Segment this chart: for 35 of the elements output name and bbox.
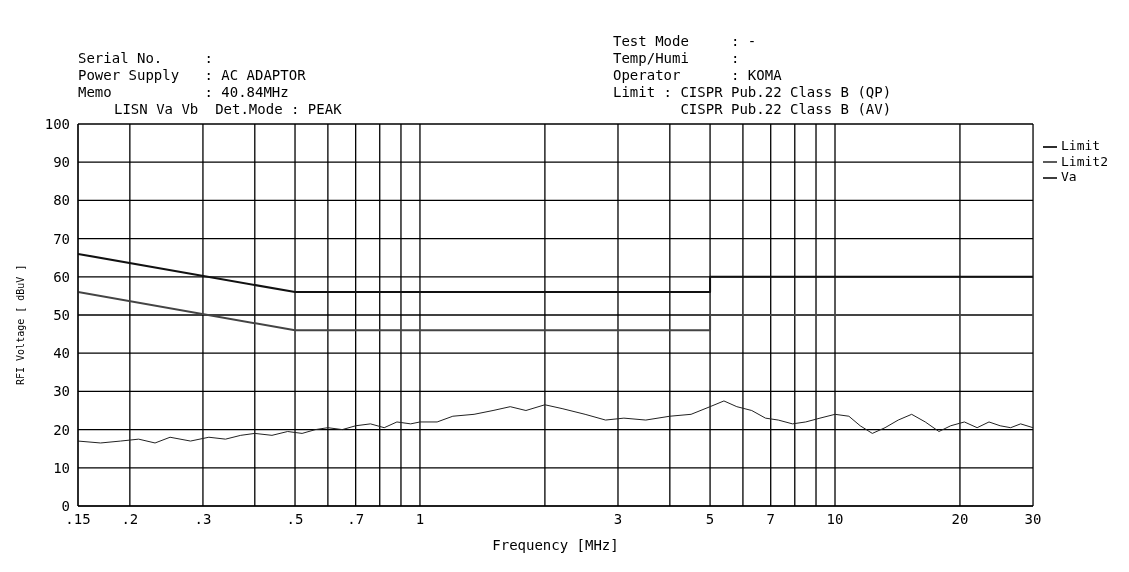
legend-label: Limit2 <box>1061 153 1108 169</box>
y-tick-label: 20 <box>53 421 70 438</box>
x-tick-label: 7 <box>766 510 775 527</box>
x-tick-label: 1 <box>415 510 425 527</box>
text: Limit : CISPR Pub.22 Class B (QP) <box>613 84 892 101</box>
y-tick-label: 70 <box>53 230 70 247</box>
y-tick-label: 80 <box>53 192 70 209</box>
y-tick-label: 60 <box>53 268 70 285</box>
y-tick-label: 40 <box>53 345 70 362</box>
y-axis-title: RFI Voltage [ dBuV ] <box>14 264 26 385</box>
x-tick-label: 10 <box>826 510 844 527</box>
text: Power Supply : AC ADAPTOR <box>78 67 306 84</box>
y-tick-label: 100 <box>44 115 70 132</box>
x-tick-label: 3 <box>613 510 623 527</box>
x-axis-title: Frequency [MHz] <box>492 537 619 553</box>
y-tick-label: 50 <box>53 306 70 323</box>
y-tick-label: 90 <box>53 154 70 171</box>
x-tick-label: 30 <box>1024 510 1042 527</box>
text: Serial No. : <box>78 50 214 67</box>
text: Test Mode : - <box>613 33 758 50</box>
legend-label: Limit <box>1061 138 1101 153</box>
x-tick-label: 20 <box>951 510 969 527</box>
x-tick-label: .2 <box>121 510 139 527</box>
text: LISN Va Vb Det.Mode : PEAK <box>114 101 342 118</box>
x-tick-label: .5 <box>286 510 304 527</box>
x-tick-label: .3 <box>194 510 212 527</box>
legend-label: Va <box>1061 169 1077 184</box>
text: CISPR Pub.22 Class B (AV) <box>679 101 892 118</box>
y-tick-label: 30 <box>53 383 70 400</box>
x-tick-label: 5 <box>705 510 715 527</box>
text: Operator : KOMA <box>613 67 783 84</box>
x-tick-label: .7 <box>347 510 365 527</box>
text: Memo : 40.84MHz <box>78 84 290 101</box>
text: Temp/Humi : <box>613 50 741 67</box>
y-tick-label: 10 <box>53 459 70 476</box>
